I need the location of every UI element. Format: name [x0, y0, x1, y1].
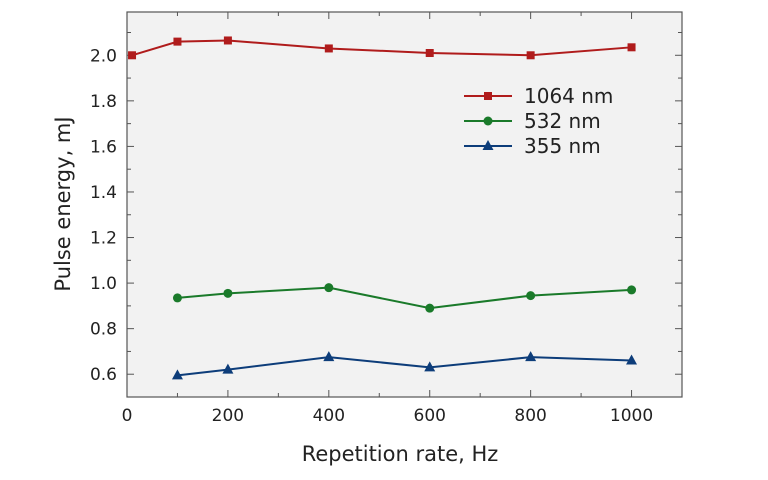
data-point: [627, 43, 636, 52]
y-tick-label: 1.6: [90, 137, 117, 157]
data-point: [626, 354, 638, 365]
series-0: [128, 36, 636, 60]
axis-ticks: [126, 12, 682, 398]
data-point: [425, 303, 435, 313]
data-point: [222, 363, 234, 374]
y-tick-label: 2.0: [90, 46, 117, 66]
y-tick-label: 1.4: [90, 183, 117, 203]
y-tick-label: 1.2: [90, 229, 117, 249]
series-layer: [128, 36, 638, 380]
y-tick-label: 0.8: [90, 320, 117, 340]
data-point: [172, 293, 182, 303]
x-tick-label: 0: [122, 406, 133, 426]
series-1: [172, 283, 637, 313]
data-point: [173, 37, 182, 46]
data-point: [525, 351, 537, 362]
series-line: [177, 356, 632, 377]
x-tick-label: 600: [414, 406, 446, 426]
data-point: [324, 44, 333, 53]
data-point: [627, 285, 637, 295]
y-tick-label: 0.6: [90, 365, 117, 385]
x-tick-label: 1000: [610, 406, 653, 426]
legend-label: 355 nm: [524, 134, 601, 158]
data-point: [526, 51, 535, 60]
x-tick-label: 200: [212, 406, 244, 426]
y-tick-label: 1.0: [90, 274, 117, 294]
legend-marker: [484, 92, 492, 100]
data-point: [171, 369, 183, 380]
y-tick-label: 1.8: [90, 92, 117, 112]
data-point: [323, 351, 335, 362]
series-2: [171, 351, 638, 380]
data-point: [223, 288, 233, 298]
legend-marker: [482, 140, 494, 150]
legend-marker: [483, 116, 493, 126]
data-point: [526, 291, 536, 301]
tick-labels: 0 200 400 600 800 1000 0.6 0.8 1.0 1.2 1.4 1.6 1.8 2.…: [90, 46, 653, 426]
data-point: [324, 283, 334, 293]
data-point: [424, 361, 436, 372]
legend-label: 532 nm: [524, 109, 601, 133]
x-axis-title: Repetition rate, Hz: [302, 442, 499, 466]
data-point: [128, 51, 137, 60]
legend-item: 532 nm: [464, 109, 601, 133]
legend-label: 1064 nm: [524, 84, 613, 108]
legend-item: 355 nm: [464, 134, 601, 158]
series-line: [177, 286, 632, 310]
data-point: [223, 36, 232, 45]
x-tick-label: 400: [313, 406, 345, 426]
data-point: [425, 49, 434, 58]
y-axis-title: Pulse energy, mJ: [51, 116, 75, 291]
x-tick-label: 800: [514, 406, 546, 426]
plot-background: [126, 11, 683, 398]
legend-item: 1064 nm: [464, 84, 613, 108]
